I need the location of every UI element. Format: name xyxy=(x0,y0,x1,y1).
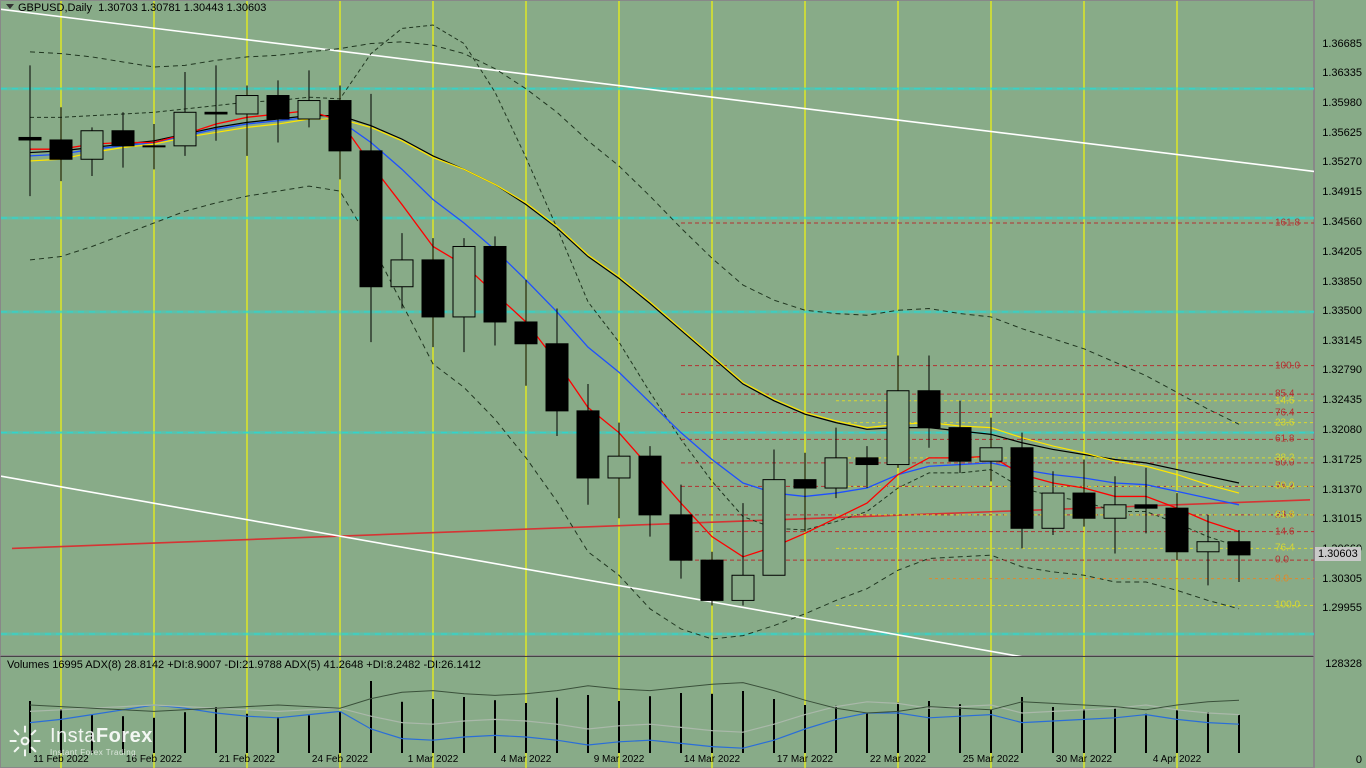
price-tick: 1.30305 xyxy=(1322,573,1362,585)
price-tick: 1.33145 xyxy=(1322,335,1362,347)
fib-level-label: 0.0 xyxy=(1275,573,1289,584)
date-label: 25 Mar 2022 xyxy=(963,754,1019,765)
price-scale[interactable]: 1.36685 1.36335 1.35980 1.35625 1.35270 1.349… xyxy=(1314,0,1366,768)
price-tick: 1.31015 xyxy=(1322,513,1362,525)
price-tick: 1.35270 xyxy=(1322,156,1362,168)
date-label: 1 Mar 2022 xyxy=(408,754,459,765)
instaforex-logo-icon xyxy=(8,724,42,758)
indicator-sub-panel[interactable]: 11 Feb 202216 Feb 202221 Feb 202224 Feb … xyxy=(0,656,1314,768)
fib-level-label: 0.0 xyxy=(1275,555,1289,566)
price-tick: 1.33500 xyxy=(1322,305,1362,317)
price-tick: 1.36685 xyxy=(1322,38,1362,50)
symbol-timeframe: GBPUSD,Daily xyxy=(18,2,92,14)
sub-scale-top: 128328 xyxy=(1325,658,1362,670)
price-tick: 1.32080 xyxy=(1322,424,1362,436)
date-label: 30 Mar 2022 xyxy=(1056,754,1112,765)
date-label: 4 Apr 2022 xyxy=(1153,754,1201,765)
indicator-header: Volumes 16995 ADX(8) 28.8142 +DI:8.9007 … xyxy=(7,659,481,671)
fib-level-label: 100.0 xyxy=(1275,600,1300,611)
price-tick: 1.31370 xyxy=(1322,484,1362,496)
price-tick: 1.32435 xyxy=(1322,394,1362,406)
price-tick: 1.31725 xyxy=(1322,454,1362,466)
fib-level-label: 50.0 xyxy=(1275,481,1294,492)
fib-level-label: 61.8 xyxy=(1275,509,1294,520)
fib-level-label: 161.8 xyxy=(1275,218,1300,229)
date-label: 9 Mar 2022 xyxy=(594,754,645,765)
price-tick: 1.34915 xyxy=(1322,186,1362,198)
watermark-text: InstaForex Instant Forex Trading xyxy=(50,726,153,757)
chevron-down-icon[interactable] xyxy=(6,4,14,9)
last-price-tag: 1.30603 xyxy=(1315,547,1361,561)
date-label: 17 Mar 2022 xyxy=(777,754,833,765)
fib-level-label: 76.4 xyxy=(1275,543,1294,554)
date-label: 22 Mar 2022 xyxy=(870,754,926,765)
price-tick: 1.35980 xyxy=(1322,97,1362,109)
date-label: 21 Feb 2022 xyxy=(219,754,275,765)
chart-header: GBPUSD,Daily 1.30703 1.30781 1.30443 1.3… xyxy=(18,2,266,14)
price-tick: 1.32790 xyxy=(1322,364,1362,376)
date-label: 4 Mar 2022 xyxy=(501,754,552,765)
chart-container: 161.8100.085.476.461.850.038.223.614.60.… xyxy=(0,0,1366,768)
instaforex-watermark: InstaForex Instant Forex Trading xyxy=(8,724,153,758)
price-tick: 1.34205 xyxy=(1322,246,1362,258)
price-tick: 1.33850 xyxy=(1322,276,1362,288)
sub-scale-bottom: 0 xyxy=(1356,754,1362,766)
fib-level-label: 38.2 xyxy=(1275,452,1294,463)
price-tick: 1.35625 xyxy=(1322,127,1362,139)
date-label: 24 Feb 2022 xyxy=(312,754,368,765)
fib-level-label: 100.0 xyxy=(1275,360,1300,371)
price-tick: 1.34560 xyxy=(1322,216,1362,228)
fib-level-label: 14.6 xyxy=(1275,526,1294,537)
price-tick: 1.36335 xyxy=(1322,67,1362,79)
main-price-panel[interactable]: 161.8100.085.476.461.850.038.223.614.60.… xyxy=(0,0,1314,656)
fib-level-label: 23.6 xyxy=(1275,417,1294,428)
date-label: 14 Mar 2022 xyxy=(684,754,740,765)
fib-level-label: 61.8 xyxy=(1275,434,1294,445)
ohlc-values: 1.30703 1.30781 1.30443 1.30603 xyxy=(98,2,266,14)
fib-level-label: 14.6 xyxy=(1275,395,1294,406)
price-tick: 1.29955 xyxy=(1322,602,1362,614)
